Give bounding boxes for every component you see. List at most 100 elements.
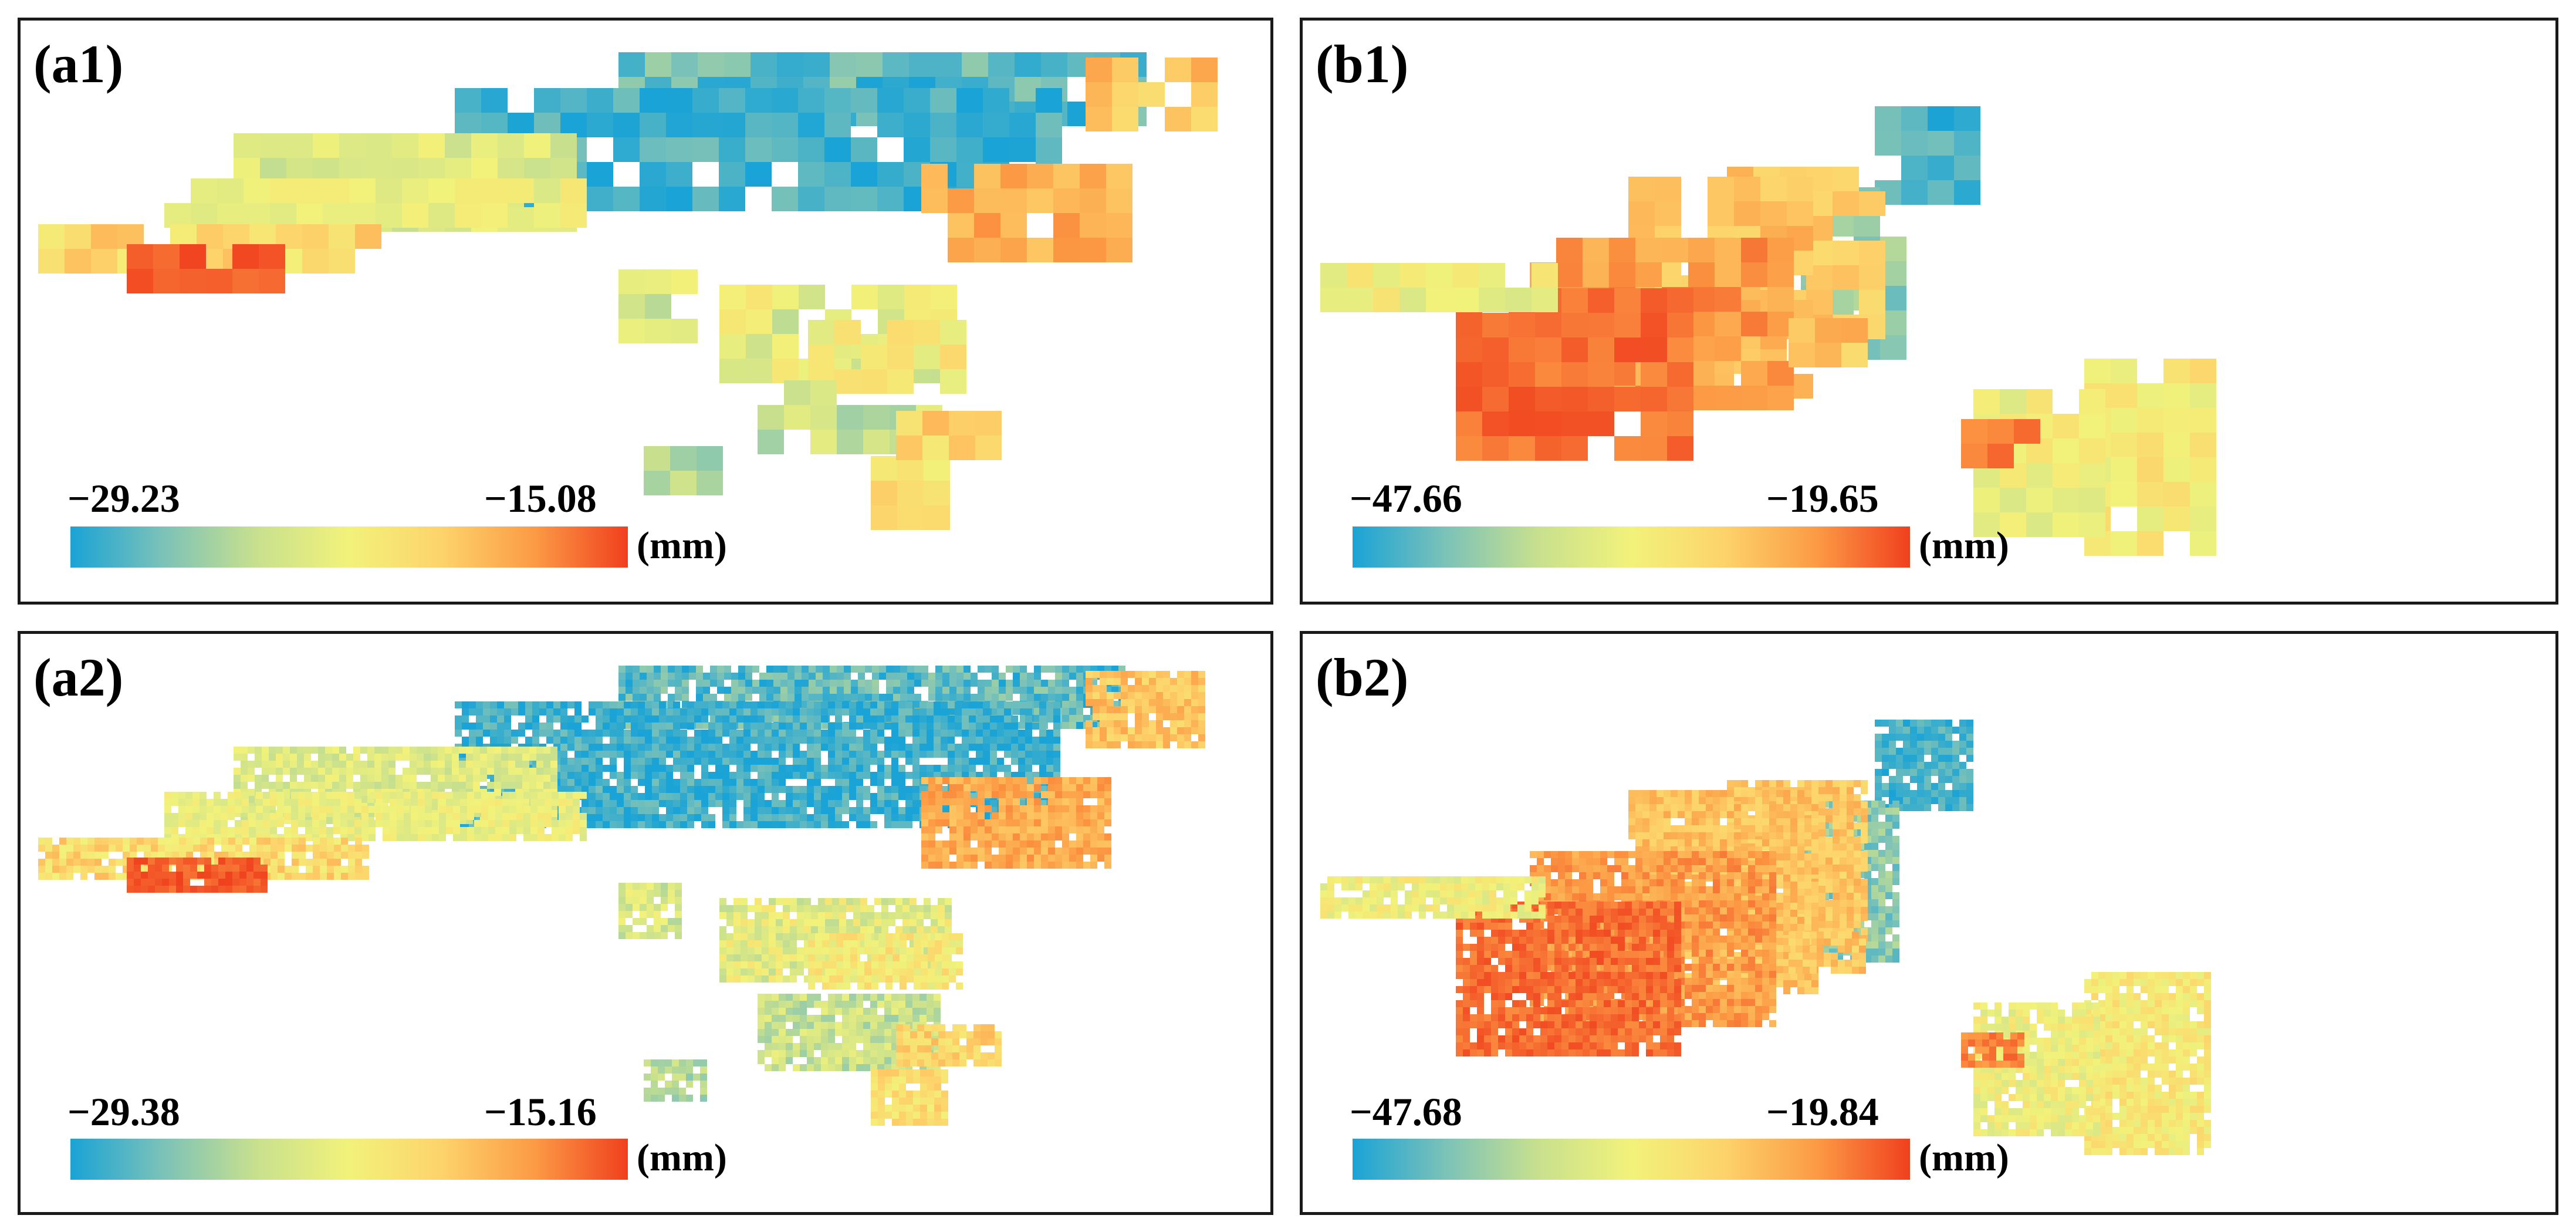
texture-cell bbox=[582, 737, 589, 744]
texture-cell bbox=[850, 976, 857, 983]
texture-cell bbox=[1114, 713, 1121, 720]
texture-cell bbox=[832, 926, 839, 933]
texture-cell bbox=[652, 800, 659, 807]
texture-cell bbox=[367, 747, 374, 754]
texture-cell bbox=[962, 765, 969, 772]
texture-cell bbox=[829, 976, 836, 983]
grid-cell bbox=[1987, 419, 2014, 444]
texture-cell bbox=[497, 715, 504, 723]
texture-cell bbox=[978, 812, 985, 819]
texture-cell bbox=[748, 954, 755, 961]
grid-cell bbox=[877, 88, 904, 113]
grid-cell bbox=[810, 380, 837, 405]
texture-cell bbox=[687, 758, 694, 765]
texture-cell bbox=[694, 814, 701, 821]
texture-cell bbox=[1135, 720, 1142, 727]
texture-cell bbox=[165, 838, 172, 845]
texture-cell bbox=[631, 772, 638, 779]
texture-cell bbox=[945, 919, 952, 926]
texture-cell bbox=[921, 805, 928, 812]
texture-cell bbox=[722, 708, 729, 715]
texture-cell bbox=[1048, 833, 1055, 841]
texture-cell bbox=[765, 730, 772, 737]
texture-cell bbox=[291, 792, 298, 799]
texture-cell bbox=[971, 833, 978, 841]
texture-cell bbox=[476, 737, 483, 744]
texture-cell bbox=[318, 768, 325, 775]
texture-cell bbox=[675, 694, 682, 701]
grid-cell bbox=[508, 178, 534, 203]
texture-cell bbox=[726, 905, 733, 912]
texture-cell bbox=[1097, 791, 1104, 798]
texture-cell bbox=[66, 859, 73, 866]
texture-cell bbox=[978, 687, 985, 694]
texture-cell bbox=[881, 905, 888, 912]
texture-cell bbox=[829, 954, 836, 961]
texture-cell bbox=[225, 872, 232, 879]
texture-cell bbox=[935, 933, 942, 940]
texture-cell bbox=[884, 786, 891, 793]
grid-cell bbox=[2163, 457, 2190, 482]
texture-cell bbox=[304, 775, 311, 782]
texture-cell bbox=[985, 833, 992, 841]
texture-cell bbox=[680, 793, 687, 800]
texture-cell bbox=[596, 821, 603, 828]
texture-cell bbox=[999, 680, 1006, 687]
texture-cell bbox=[729, 814, 736, 821]
grid-cell bbox=[560, 178, 587, 203]
texture-cell bbox=[708, 744, 715, 751]
grid-cell bbox=[270, 203, 296, 228]
texture-cell bbox=[207, 806, 214, 813]
texture-cell bbox=[900, 954, 907, 961]
texture-cell bbox=[661, 666, 668, 673]
grid-cell bbox=[1734, 201, 1760, 226]
texture-cell bbox=[553, 737, 560, 744]
texture-cell bbox=[949, 687, 956, 694]
texture-cell bbox=[912, 786, 919, 793]
grid-cell bbox=[877, 187, 904, 211]
texture-cell bbox=[856, 758, 863, 765]
texture-cell bbox=[821, 765, 828, 772]
texture-cell bbox=[197, 886, 204, 893]
texture-cell bbox=[339, 761, 346, 768]
texture-cell bbox=[928, 848, 935, 855]
texture-cell bbox=[333, 820, 340, 827]
grid-cell bbox=[837, 430, 863, 454]
texture-cell bbox=[228, 799, 235, 806]
texture-cell bbox=[1191, 692, 1198, 699]
texture-cell bbox=[214, 827, 221, 834]
texture-cell bbox=[842, 708, 849, 715]
texture-cell bbox=[332, 768, 339, 775]
texture-cell bbox=[694, 737, 701, 744]
texture-cell bbox=[924, 926, 931, 933]
grid-cell bbox=[1715, 238, 1741, 262]
texture-cell bbox=[536, 754, 543, 761]
texture-cell bbox=[999, 791, 1006, 798]
texture-cell bbox=[857, 947, 864, 954]
texture-cell bbox=[560, 779, 567, 786]
texture-cell bbox=[652, 793, 659, 800]
texture-cell bbox=[164, 799, 171, 806]
grid-cell bbox=[949, 411, 975, 436]
texture-cell bbox=[490, 708, 497, 715]
texture-cell bbox=[346, 754, 353, 761]
grid-cell bbox=[1841, 343, 1868, 367]
texture-cell bbox=[772, 708, 779, 715]
texture-cell bbox=[640, 890, 647, 897]
texture-cell bbox=[856, 744, 863, 751]
texture-cell bbox=[907, 933, 914, 940]
grid-cell bbox=[1588, 411, 1614, 436]
texture-cell bbox=[971, 798, 978, 805]
texture-cell bbox=[736, 772, 743, 779]
texture-cell bbox=[766, 694, 773, 701]
texture-cell bbox=[772, 772, 779, 779]
texture-cell bbox=[109, 859, 116, 866]
texture-cell bbox=[1156, 685, 1163, 692]
texture-cell bbox=[179, 838, 186, 845]
texture-cell bbox=[884, 737, 891, 744]
texture-cell bbox=[339, 782, 346, 789]
texture-cell bbox=[582, 772, 589, 779]
texture-cell bbox=[830, 666, 837, 673]
texture-cell bbox=[640, 897, 647, 904]
texture-cell bbox=[969, 744, 976, 751]
